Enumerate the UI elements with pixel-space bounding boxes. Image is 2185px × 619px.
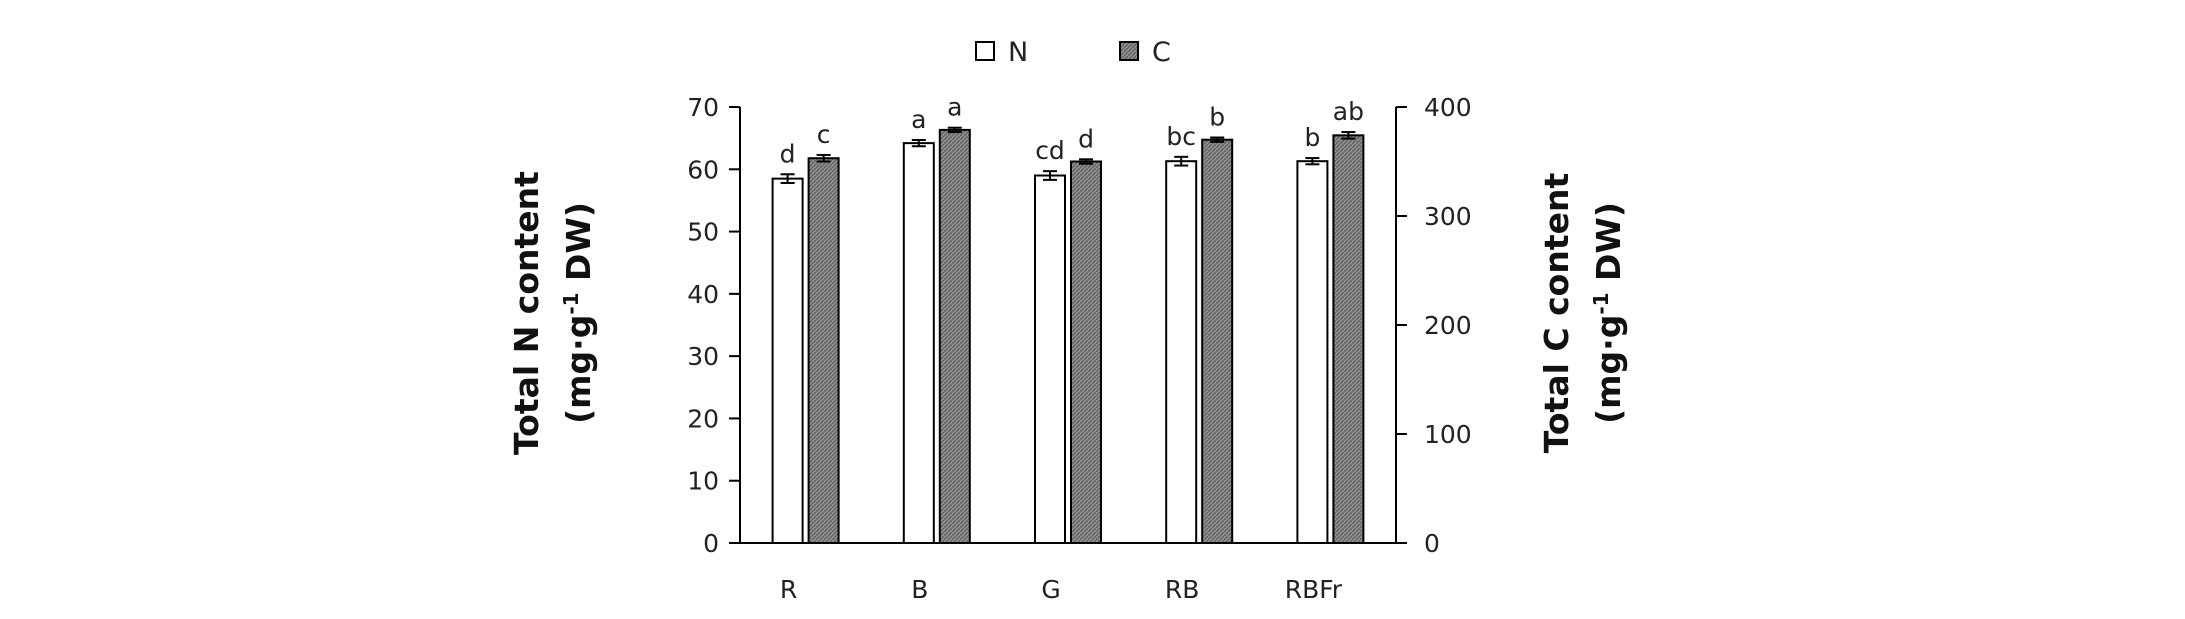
y-left-tick-label: 30 bbox=[687, 342, 719, 371]
x-category-label-rbfr: RBFr bbox=[1285, 575, 1343, 604]
y-axis-left-title-line1: Total N content bbox=[507, 171, 546, 455]
y-axis-left-title-line2: (mg·g-1 DW) bbox=[559, 202, 598, 424]
legend-swatch-n bbox=[975, 41, 995, 61]
bar-c-rbfr bbox=[1332, 134, 1365, 544]
y-axis-left-title: Total N content (mg·g-1 DW) bbox=[507, 171, 598, 455]
y-left-tick-label: 50 bbox=[687, 218, 719, 247]
significance-label-c-b: a bbox=[947, 93, 962, 122]
y-left-tick-label: 70 bbox=[687, 93, 719, 122]
significance-label-n-r: d bbox=[780, 139, 796, 168]
bar-c-r bbox=[807, 157, 840, 544]
legend: N C bbox=[975, 37, 1171, 68]
x-axis-categories: R B G RB RBFr bbox=[780, 575, 1343, 604]
bar-c-rb bbox=[1201, 138, 1234, 544]
significance-label-c-rbfr: ab bbox=[1333, 97, 1364, 126]
bar-n-rbfr bbox=[1296, 160, 1329, 544]
significance-label-c-g: d bbox=[1078, 124, 1094, 153]
y-right-tick-label: 400 bbox=[1424, 93, 1472, 122]
y-axis-right-title-line2: (mg·g-1 DW) bbox=[1589, 202, 1628, 424]
significance-label-n-b: a bbox=[911, 105, 926, 134]
y-left-tick-label: 20 bbox=[687, 404, 719, 433]
y-left-tick-label: 0 bbox=[703, 529, 719, 558]
x-category-label-rb: RB bbox=[1165, 575, 1200, 604]
y-right-tick-label: 0 bbox=[1424, 529, 1440, 558]
legend-swatch-c bbox=[1119, 41, 1139, 61]
significance-label-c-rb: b bbox=[1209, 103, 1225, 132]
bar-c-b bbox=[938, 128, 971, 544]
bar-c-g bbox=[1070, 160, 1102, 544]
bar-n-b bbox=[902, 142, 935, 545]
y-axis-left-ticks: 0 10 20 30 40 50 60 70 bbox=[687, 93, 740, 558]
y-axis-right-title: Total C content (mg·g-1 DW) bbox=[1537, 173, 1628, 454]
y-right-tick-label: 300 bbox=[1424, 202, 1472, 231]
legend-label-c: C bbox=[1152, 37, 1171, 68]
x-category-label-r: R bbox=[780, 575, 797, 604]
significance-label-n-g: cd bbox=[1035, 136, 1065, 165]
bar-n-r bbox=[771, 177, 804, 544]
significance-label-c-r: c bbox=[817, 120, 831, 149]
y-left-tick-label: 60 bbox=[687, 155, 719, 184]
y-right-tick-label: 200 bbox=[1424, 311, 1472, 340]
x-category-label-g: G bbox=[1041, 575, 1060, 604]
y-right-tick-label: 100 bbox=[1424, 420, 1472, 449]
bar-n-g bbox=[1034, 174, 1066, 544]
y-left-tick-label: 10 bbox=[687, 467, 719, 496]
bar-n-rb bbox=[1165, 160, 1198, 544]
y-axis-right-title-line1: Total C content bbox=[1537, 173, 1576, 454]
y-axis-right-ticks: 0 100 200 300 400 bbox=[1396, 93, 1472, 558]
significance-label-n-rbfr: b bbox=[1304, 123, 1320, 152]
significance-label-n-rb: bc bbox=[1166, 122, 1196, 151]
legend-label-n: N bbox=[1008, 37, 1028, 68]
x-category-label-b: B bbox=[911, 575, 928, 604]
y-left-tick-label: 40 bbox=[687, 280, 719, 309]
